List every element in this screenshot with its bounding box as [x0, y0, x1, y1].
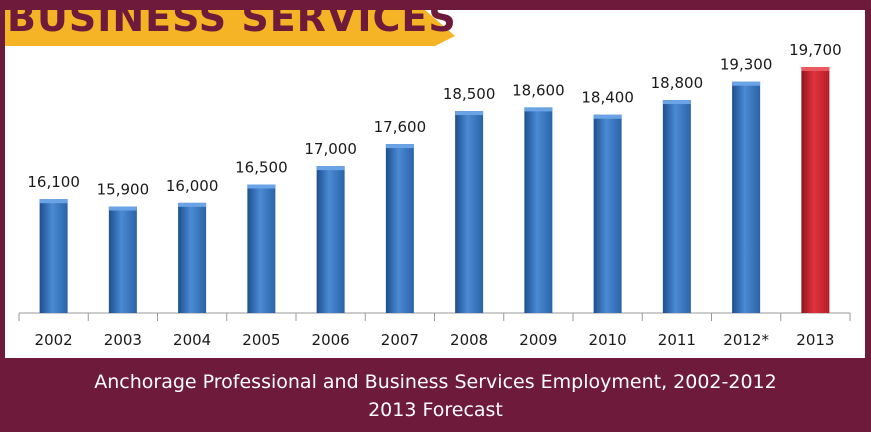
- bar-cap: [108, 206, 137, 211]
- bar-cap: [316, 166, 345, 171]
- data-label: 15,900: [97, 181, 150, 199]
- data-label: 17,000: [304, 140, 357, 158]
- banner-shape: [5, 10, 455, 46]
- bar-2004: [178, 202, 207, 313]
- data-label: 18,800: [651, 74, 704, 92]
- bar-2007: [385, 144, 414, 313]
- x-tick-label: 2004: [173, 331, 211, 349]
- bar-2002: [39, 199, 68, 313]
- x-tick-label: 2006: [312, 331, 350, 349]
- banner: [5, 10, 455, 46]
- x-tick-label: 2007: [381, 331, 419, 349]
- bar-cap: [801, 67, 830, 72]
- bar-2006: [316, 166, 345, 313]
- x-tick-label: 2008: [450, 331, 488, 349]
- data-label: 19,300: [720, 56, 773, 74]
- x-tick-label: 2002: [35, 331, 73, 349]
- caption-line-2: 2013 Forecast: [368, 399, 503, 421]
- banner-title: BUSINESS SERVICES: [7, 0, 457, 40]
- x-tick-label: 2012*: [723, 331, 769, 349]
- bar-cap: [662, 100, 691, 105]
- x-tick-label: 2009: [519, 331, 557, 349]
- chart-caption: Anchorage Professional and Business Serv…: [0, 362, 871, 432]
- data-label: 19,700: [789, 41, 842, 59]
- bar-2012-est: [732, 81, 761, 313]
- bar-2009: [524, 107, 553, 314]
- chart-panel: BUSINESS SERVICES 16,100 2002 15,900 2003 16…: [5, 0, 865, 358]
- data-label: 18,500: [443, 85, 496, 103]
- bar-cap: [247, 184, 276, 189]
- bar-cap: [39, 199, 68, 204]
- data-label: 18,600: [512, 81, 565, 99]
- x-tick-label: 2013: [796, 331, 834, 349]
- data-label: 18,400: [581, 89, 634, 107]
- bar-cap: [455, 111, 484, 116]
- data-label: 16,500: [235, 159, 288, 177]
- x-tick-label: 2010: [589, 331, 627, 349]
- bar-cap: [385, 144, 414, 149]
- data-label: 16,100: [27, 173, 80, 191]
- data-label: 17,600: [374, 118, 427, 136]
- bar-2010: [593, 114, 622, 313]
- x-tick-label: 2003: [104, 331, 142, 349]
- bar-cap: [593, 114, 622, 119]
- bar-2008: [455, 111, 484, 313]
- x-tick-label: 2011: [658, 331, 696, 349]
- bar-2013: [801, 67, 830, 313]
- bar-cap: [732, 81, 761, 86]
- bar-cap: [524, 107, 553, 112]
- bar-chart: 16,100 2002 15,900 2003 16,000 2004 16,500 2005…: [18, 41, 851, 349]
- x-tick-label: 2005: [242, 331, 280, 349]
- bar-2005: [247, 184, 276, 313]
- bar-2011: [662, 100, 691, 313]
- bar-cap: [178, 202, 207, 207]
- data-label: 16,000: [166, 177, 219, 195]
- caption-line-1: Anchorage Professional and Business Serv…: [94, 371, 777, 393]
- bar-2003: [108, 206, 137, 313]
